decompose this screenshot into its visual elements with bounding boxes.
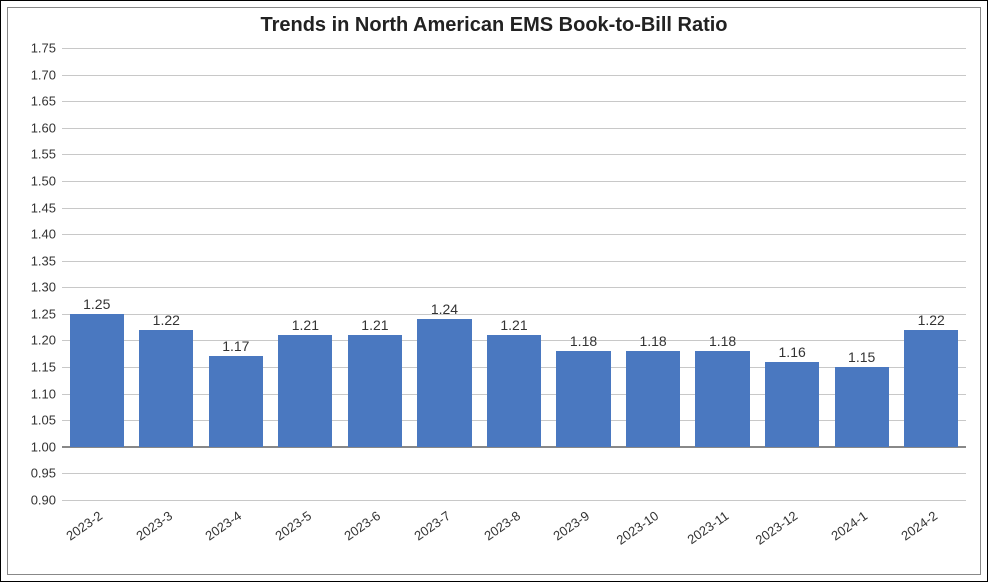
bar-value-label: 1.15: [848, 349, 875, 367]
bar: 1.25: [70, 314, 124, 447]
bar: 1.18: [626, 351, 680, 447]
plot-area: 0.900.951.001.051.101.151.201.251.301.35…: [62, 48, 966, 500]
bar-value-label: 1.22: [918, 312, 945, 330]
bar-value-label: 1.17: [222, 338, 249, 356]
y-tick-label: 0.90: [31, 493, 62, 508]
bar-value-label: 1.21: [500, 317, 527, 335]
chart-title: Trends in North American EMS Book-to-Bil…: [8, 14, 980, 37]
gridline: [62, 48, 966, 49]
bar: 1.21: [348, 335, 402, 447]
bar-value-label: 1.24: [431, 301, 458, 319]
y-tick-label: 1.10: [31, 386, 62, 401]
gridline: [62, 261, 966, 262]
x-tick-label: 2023-2: [64, 508, 106, 544]
x-tick-label: 2023-6: [342, 508, 384, 544]
x-tick-label: 2023-5: [272, 508, 314, 544]
gridline: [62, 314, 966, 315]
gridline: [62, 128, 966, 129]
bar: 1.18: [695, 351, 749, 447]
gridline: [62, 234, 966, 235]
gridline: [62, 208, 966, 209]
y-tick-label: 1.50: [31, 173, 62, 188]
x-tick-label: 2024-1: [829, 508, 871, 544]
y-tick-label: 1.20: [31, 333, 62, 348]
bar-value-label: 1.18: [639, 333, 666, 351]
y-tick-label: 1.75: [31, 41, 62, 56]
gridline: [62, 101, 966, 102]
bar-value-label: 1.18: [570, 333, 597, 351]
x-tick-label: 2023-12: [753, 508, 801, 548]
gridline: [62, 500, 966, 501]
x-tick-label: 2024-2: [898, 508, 940, 544]
bar-value-label: 1.21: [361, 317, 388, 335]
bar: 1.22: [139, 330, 193, 447]
x-tick-label: 2023-10: [614, 508, 662, 548]
x-tick-label: 2023-7: [411, 508, 453, 544]
y-tick-label: 1.60: [31, 120, 62, 135]
bar: 1.24: [417, 319, 471, 447]
y-tick-label: 1.45: [31, 200, 62, 215]
gridline: [62, 75, 966, 76]
bar: 1.17: [209, 356, 263, 446]
bar-value-label: 1.21: [292, 317, 319, 335]
bar-value-label: 1.16: [779, 344, 806, 362]
bar: 1.22: [904, 330, 958, 447]
y-tick-label: 1.70: [31, 67, 62, 82]
chart-inner-frame: Trends in North American EMS Book-to-Bil…: [7, 7, 981, 575]
gridline: [62, 154, 966, 155]
bar-value-label: 1.22: [153, 312, 180, 330]
bar: 1.21: [278, 335, 332, 447]
x-tick-label: 2023-4: [203, 508, 245, 544]
y-tick-label: 1.55: [31, 147, 62, 162]
gridline: [62, 473, 966, 474]
gridline: [62, 181, 966, 182]
gridline: [62, 287, 966, 288]
chart-outer-frame: Trends in North American EMS Book-to-Bil…: [0, 0, 988, 582]
x-tick-label: 2023-9: [550, 508, 592, 544]
bar: 1.21: [487, 335, 541, 447]
x-tick-label: 2023-11: [684, 508, 731, 547]
bar: 1.16: [765, 362, 819, 447]
y-tick-label: 0.95: [31, 466, 62, 481]
y-tick-label: 1.15: [31, 360, 62, 375]
bar: 1.18: [556, 351, 610, 447]
y-tick-label: 1.65: [31, 94, 62, 109]
bar: 1.15: [835, 367, 889, 447]
x-tick-label: 2023-3: [133, 508, 175, 544]
y-tick-label: 1.00: [31, 439, 62, 454]
y-tick-label: 1.35: [31, 253, 62, 268]
y-tick-label: 1.25: [31, 306, 62, 321]
y-tick-label: 1.05: [31, 413, 62, 428]
y-tick-label: 1.30: [31, 280, 62, 295]
bar-value-label: 1.18: [709, 333, 736, 351]
y-tick-label: 1.40: [31, 227, 62, 242]
bar-value-label: 1.25: [83, 296, 110, 314]
x-tick-label: 2023-8: [481, 508, 523, 544]
